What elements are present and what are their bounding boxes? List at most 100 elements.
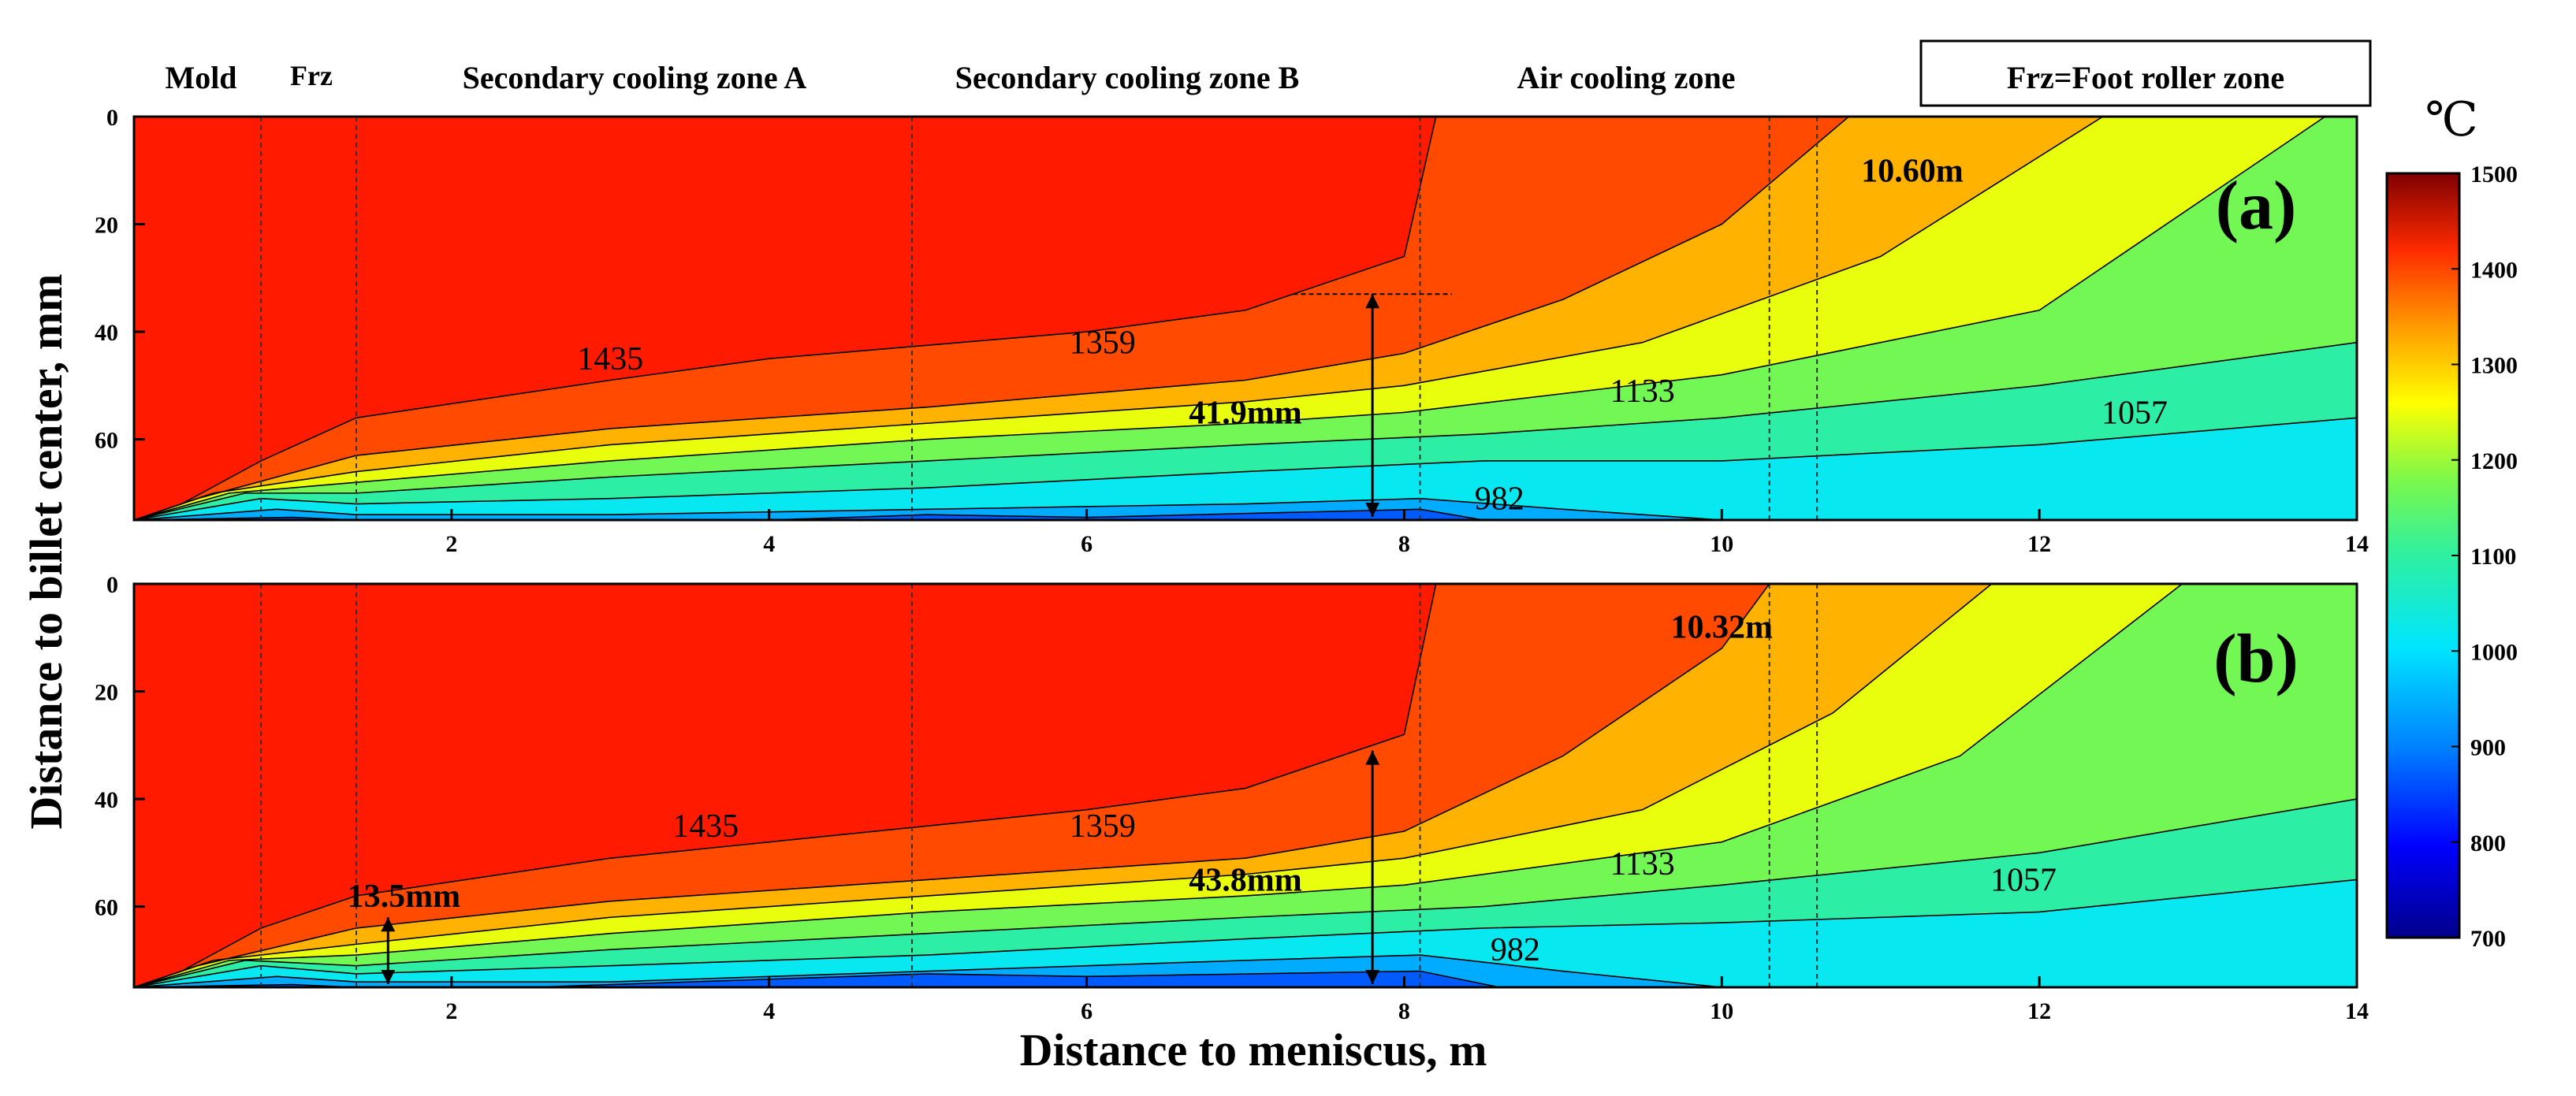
legend-note: Frz=Foot roller zone xyxy=(2007,60,2284,95)
isoline-label-1057: 1057 xyxy=(2101,395,2168,431)
isoline-label-1435: 1435 xyxy=(577,341,643,377)
isoline-label-1359: 1359 xyxy=(1070,808,1136,845)
isoline-label-1133: 1133 xyxy=(1610,373,1674,410)
plot-frame-a xyxy=(132,115,2358,522)
isoline-label-1359: 1359 xyxy=(1070,325,1136,362)
x-tick-label-14: 14 xyxy=(2345,531,2369,557)
colorbar-tick-label-900: 900 xyxy=(2470,735,2506,761)
annotations-b: 1435 1359 1133 1057 982 13.5mm 43.8mm 10.32m xyxy=(348,584,2057,987)
colorbar-tick-label-1500: 1500 xyxy=(2470,162,2518,188)
y-tick-label-60: 60 xyxy=(95,895,118,921)
colorbar-gradient xyxy=(2385,172,2461,939)
contour-fills-b xyxy=(134,584,2357,987)
isoline-1133 xyxy=(134,798,2357,987)
annotation-43-8mm: 43.8mm xyxy=(1189,862,1301,898)
isoline-1359 xyxy=(134,584,1770,987)
arrow-head-bottom xyxy=(381,970,396,984)
isoline-907 xyxy=(134,970,2357,987)
isoline-label-1057: 1057 xyxy=(1990,862,2057,898)
x-tick-label-2: 2 xyxy=(445,531,457,557)
colorbar-tick-label-800: 800 xyxy=(2470,830,2506,856)
isoline-1435 xyxy=(134,117,1437,520)
y-tick-label-0: 0 xyxy=(106,572,118,598)
colorbar: ℃ 1500 1400 1300 1200 1100 1000 900 800 700 xyxy=(2385,94,2518,952)
x-tick-label-6: 6 xyxy=(1081,998,1093,1024)
arrow-head-top xyxy=(1365,294,1380,309)
y-tick-label-40: 40 xyxy=(95,320,118,346)
arrow-head-bottom xyxy=(1365,970,1380,984)
isoline-1133 xyxy=(134,341,2357,520)
zone-label-secondary-b: Secondary cooling zone B xyxy=(955,60,1300,95)
annotation-41-9mm: 41.9mm xyxy=(1189,395,1301,431)
y-tick-label-20: 20 xyxy=(95,213,118,239)
colorbar-tick-label-1200: 1200 xyxy=(2470,448,2518,474)
x-tick-label-2: 2 xyxy=(445,998,457,1024)
contour-band-907 xyxy=(134,509,2357,520)
zone-header: Mold Frz Secondary cooling zone A Second… xyxy=(165,39,2372,107)
x-tick-label-8: 8 xyxy=(1398,531,1410,557)
x-tick-label-14: 14 xyxy=(2345,998,2369,1024)
contour-band-982 xyxy=(134,498,2357,520)
contour-band-1057 xyxy=(134,879,2357,987)
arrow-head-bottom xyxy=(1365,503,1380,517)
plot-frame-b xyxy=(132,582,2358,989)
zone-label-air: Air cooling zone xyxy=(1517,60,1735,95)
zone-label-frz: Frz xyxy=(290,60,333,91)
colorbar-tick-label-700: 700 xyxy=(2470,926,2506,952)
isoline-1284 xyxy=(134,584,1993,987)
isoline-label-1435: 1435 xyxy=(672,808,739,845)
x-tick-label-6: 6 xyxy=(1081,531,1093,557)
isoline-1057 xyxy=(134,417,2357,520)
isoline-label-1133: 1133 xyxy=(1610,846,1674,882)
contour-panel-b: 1435 1359 1133 1057 982 13.5mm 43.8mm 10.32m 0 2… xyxy=(95,572,2369,1024)
x-tick-label-8: 8 xyxy=(1398,998,1410,1024)
arrow-head-top xyxy=(1365,750,1380,765)
annotations-a: 1435 1359 1133 1057 982 41.9mm 10.60m xyxy=(577,117,2168,520)
isoline-label-982: 982 xyxy=(1475,481,1524,518)
y-tick-label-60: 60 xyxy=(95,428,118,454)
isoline-1057 xyxy=(134,879,2357,987)
colorbar-tick-label-1100: 1100 xyxy=(2470,544,2516,570)
colorbar-tick-label-1000: 1000 xyxy=(2470,639,2518,665)
contour-band-1057 xyxy=(134,418,2357,520)
isoline-907 xyxy=(134,508,2357,520)
panel-label-b: (b) xyxy=(2213,621,2299,697)
annotation-10-32m: 10.32m xyxy=(1671,610,1774,646)
zone-label-secondary-a: Secondary cooling zone A xyxy=(463,60,807,95)
x-axis-b: 2 4 6 8 10 12 14 xyxy=(445,976,2369,1024)
x-axis-a: 2 4 6 8 10 12 14 xyxy=(445,509,2369,557)
isoline-1284 xyxy=(134,117,2104,520)
y-axis-b: 0 20 40 60 xyxy=(95,572,145,921)
x-tick-label-4: 4 xyxy=(763,998,775,1024)
y-tick-label-20: 20 xyxy=(95,680,118,706)
annotation-10-60m: 10.60m xyxy=(1861,153,1964,189)
y-tick-label-40: 40 xyxy=(95,787,118,813)
annotation-13-5mm: 13.5mm xyxy=(348,879,460,915)
y-tick-label-0: 0 xyxy=(106,105,118,131)
isoline-1208 xyxy=(134,117,2326,520)
colorbar-unit: ℃ xyxy=(2425,94,2477,146)
zone-boundaries-a xyxy=(260,117,1421,520)
isoline-1359 xyxy=(134,117,1849,520)
isoline-1208 xyxy=(134,584,2183,987)
contour-fills-a xyxy=(134,117,2357,520)
x-axis-title: Distance to meniscus, m xyxy=(1020,1024,1487,1076)
y-axis-title: Distance to billet center, mm xyxy=(20,274,72,830)
isoline-1435 xyxy=(134,584,1437,987)
zone-label-mold: Mold xyxy=(165,60,236,95)
legend-note-box xyxy=(1919,39,2372,107)
contour-band-907 xyxy=(134,971,2357,987)
colorbar-tick-label-1300: 1300 xyxy=(2470,353,2518,379)
x-tick-label-10: 10 xyxy=(1710,531,1733,557)
x-tick-label-4: 4 xyxy=(763,531,775,557)
isoline-982 xyxy=(134,497,2357,520)
arrow-head-top xyxy=(381,917,396,932)
colorbar-ticks: 1500 1400 1300 1200 1100 1000 900 800 700 xyxy=(2451,162,2518,952)
panel-label-a: (a) xyxy=(2216,168,2297,244)
colorbar-tick-label-1400: 1400 xyxy=(2470,257,2518,283)
zone-boundaries-b xyxy=(260,584,1421,987)
x-tick-label-12: 12 xyxy=(2027,531,2051,557)
x-tick-label-12: 12 xyxy=(2027,998,2051,1024)
